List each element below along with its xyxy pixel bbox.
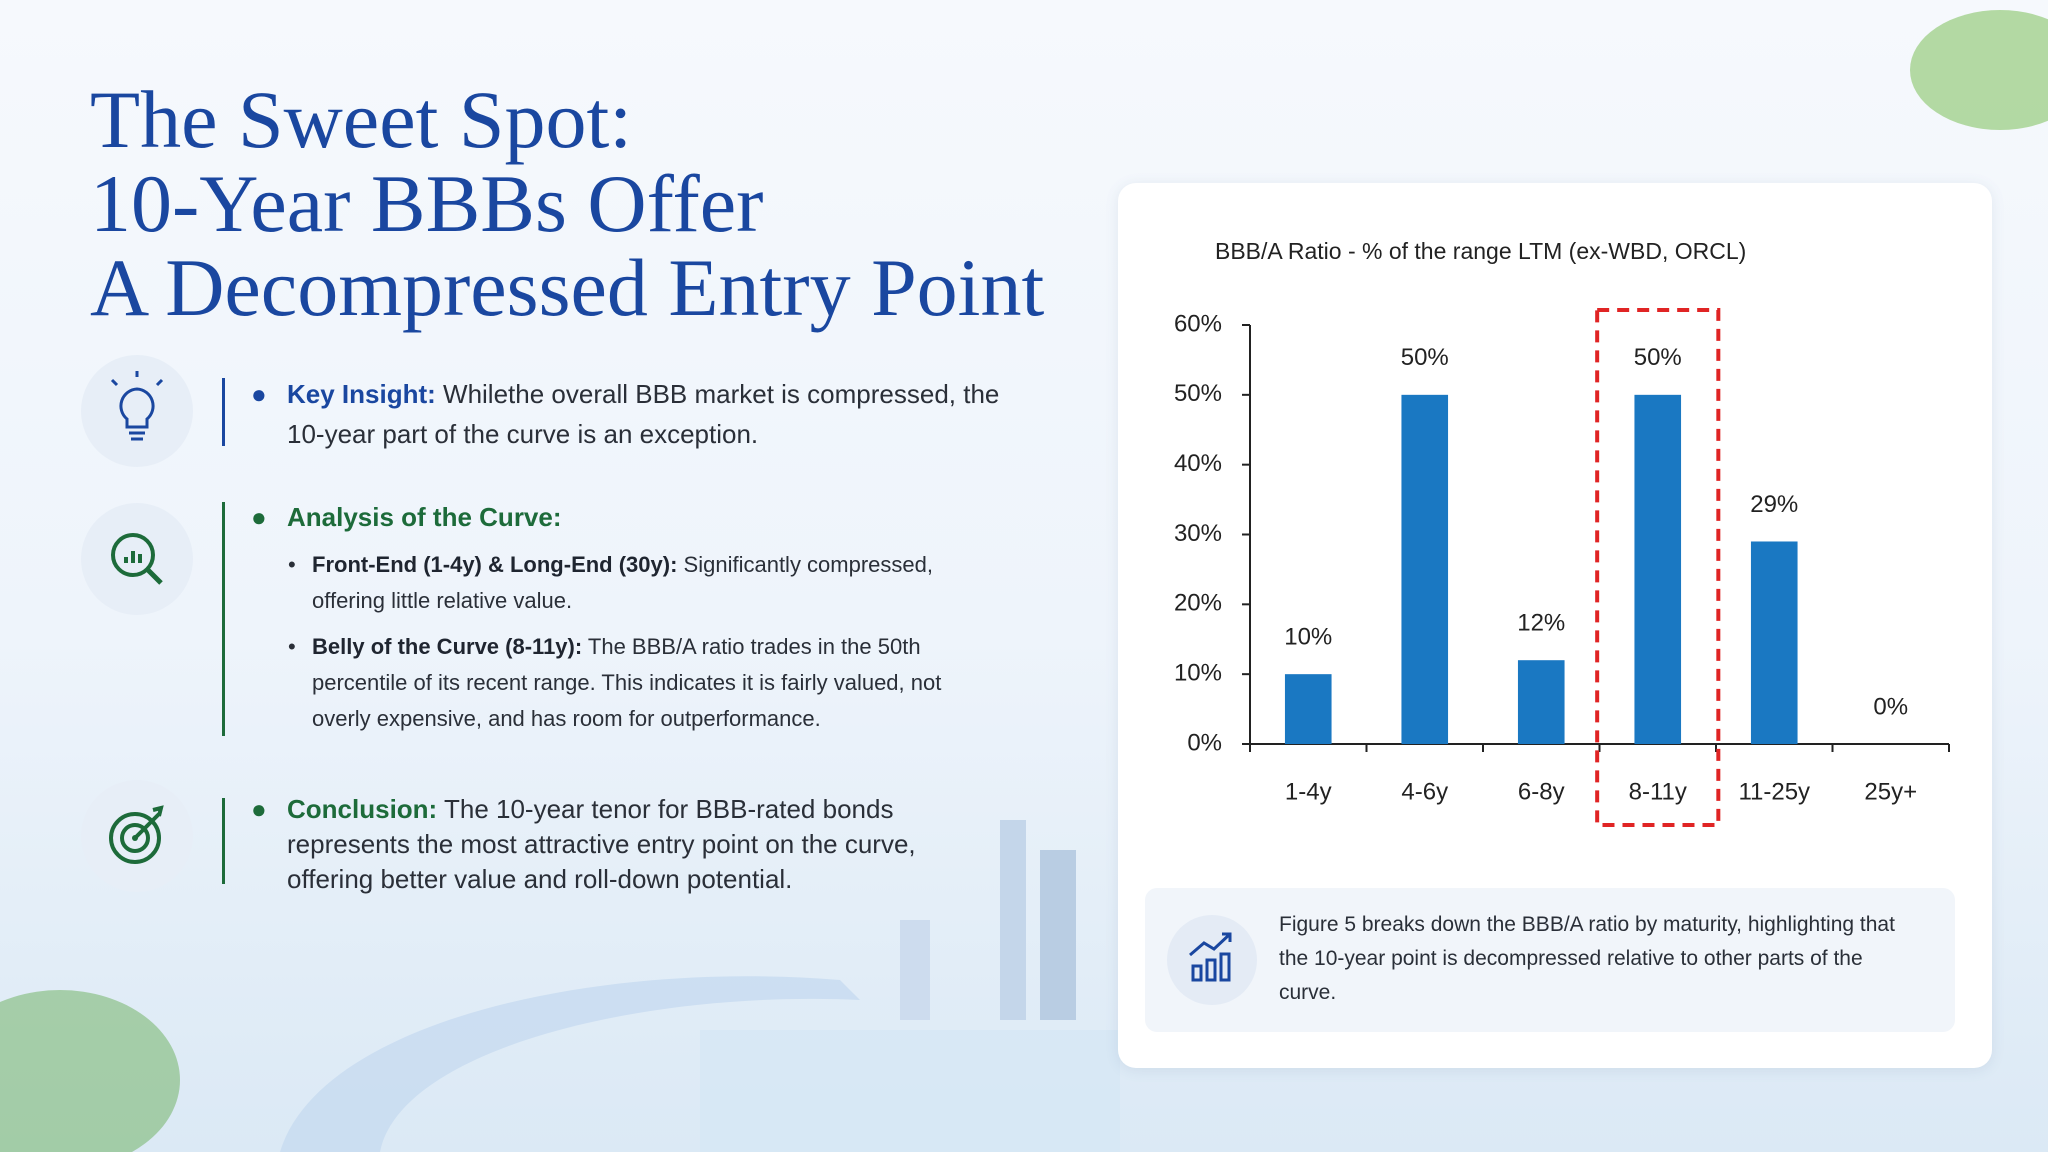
x-tick-label: 8-11y	[1629, 778, 1687, 805]
value-label: 50%	[1634, 344, 1682, 371]
x-tick-label: 11-25y	[1738, 778, 1810, 805]
y-tick-label: 30%	[1174, 520, 1222, 547]
y-tick-label: 40%	[1174, 450, 1222, 477]
bar	[1284, 674, 1332, 744]
point-label: Conclusion:	[287, 794, 438, 824]
conclusion: ● Conclusion: The 10-year tenor for BBB-…	[251, 794, 916, 894]
analysis: ● Analysis of the Curve: • Front-End (1-4…	[251, 497, 1007, 737]
x-tick-label: 4-6y	[1401, 778, 1448, 805]
bar	[1517, 660, 1565, 744]
value-label: 10%	[1284, 624, 1332, 651]
icon	[111, 533, 163, 585]
highlight-box	[1595, 308, 1721, 827]
x-tick-label: 25y+	[1864, 778, 1917, 805]
value-label: 29%	[1750, 491, 1798, 518]
value-label: 12%	[1517, 610, 1565, 637]
caption: Figure 5 breaks down the BBB/A ratio by …	[1279, 913, 1895, 1004]
bar	[1750, 541, 1798, 744]
point-label: Analysis of the Curve:	[287, 502, 562, 532]
point-text: Whilethe overall BBB market is compresse…	[287, 379, 1000, 449]
bar	[1401, 394, 1449, 744]
icon-target	[81, 780, 193, 892]
stairs	[280, 976, 860, 1152]
y-tick-label: 0%	[1187, 729, 1222, 756]
leaves	[0, 990, 180, 1152]
sub-label: Front-End (1-4y) & Long-End (30y):	[312, 552, 678, 577]
icon-analysis	[81, 503, 193, 615]
value-label: 0%	[1873, 693, 1908, 720]
sub-point: • Front-End (1-4y) & Long-End (30y): Sign…	[288, 552, 933, 613]
title-line: 10-Year BBBs Offer	[90, 158, 764, 249]
sub-text: The BBB/A ratio trades in the 50th perce…	[312, 634, 942, 731]
point-label: Key Insight:	[287, 379, 436, 409]
building	[1040, 850, 1076, 1020]
building	[900, 920, 930, 1020]
sub-point: • Belly of the Curve (8-11y): The BBB/A r…	[288, 634, 942, 731]
building	[1000, 820, 1026, 1020]
point-text: The 10-year tenor for BBB-rated bonds re…	[287, 794, 916, 894]
chart-title: BBB/A Ratio - % of the range LTM (ex-WBD…	[1215, 238, 1746, 264]
divider	[222, 798, 225, 884]
sub-label: Belly of the Curve (8-11y):	[312, 634, 583, 659]
y-tick-label: 20%	[1174, 590, 1222, 617]
y-tick-label: 50%	[1174, 380, 1222, 407]
bar	[1634, 394, 1682, 744]
y-tick-label: 10%	[1174, 660, 1222, 687]
icon	[109, 805, 164, 864]
title-line: The Sweet Spot:	[90, 74, 633, 165]
x-tick-label: 6-8y	[1518, 778, 1565, 805]
value-label: 50%	[1401, 344, 1449, 371]
sub-text: Significantly compressed, offering littl…	[312, 552, 933, 613]
title-line: A Decompressed Entry Point	[90, 242, 1045, 333]
y-tick-label: 60%	[1174, 310, 1222, 337]
icon-bulb	[81, 355, 193, 467]
icon	[110, 371, 164, 441]
x-tick-label: 1-4y	[1285, 778, 1332, 805]
icon	[1189, 932, 1232, 982]
divider	[222, 378, 225, 446]
caption-box	[1145, 888, 1955, 1032]
leaves	[1910, 10, 2048, 130]
divider	[222, 502, 225, 736]
title: The Sweet Spot: 10-Year BBBs Offer A Dec…	[90, 78, 1044, 330]
water	[700, 1030, 1120, 1152]
key-insight: ● Key Insight: Whilethe overall BBB mark…	[251, 379, 1000, 449]
